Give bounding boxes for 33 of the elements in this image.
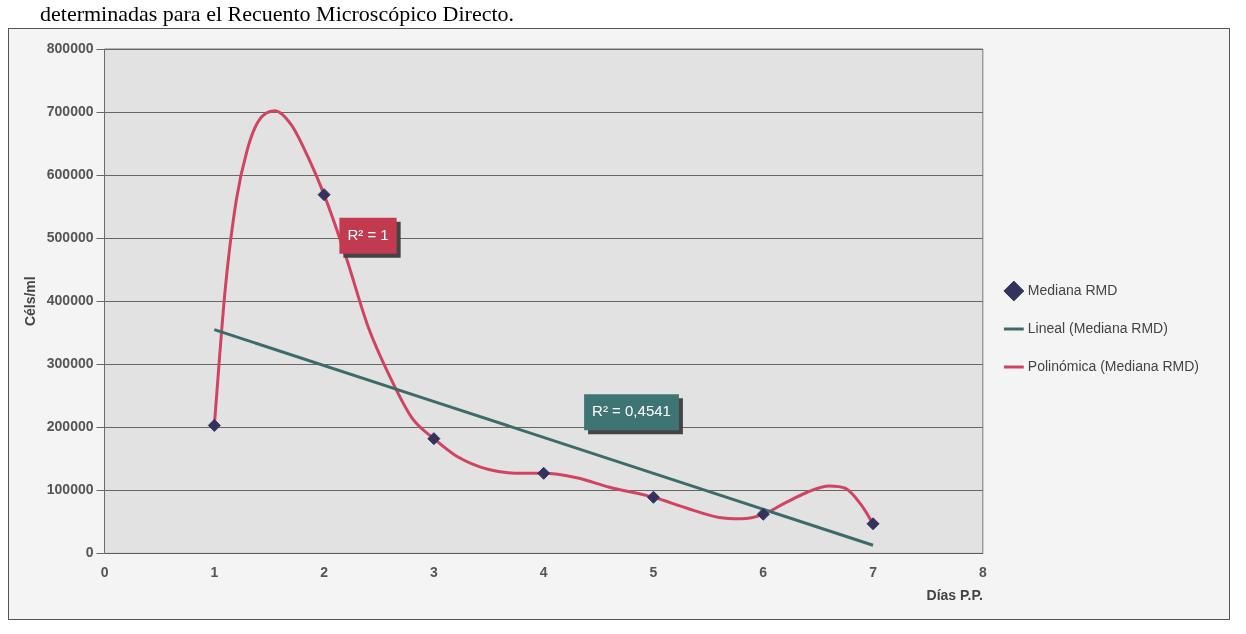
x-tick-label: 8 [978,563,987,580]
legend-label: Mediana RMD [1027,281,1118,298]
point [207,418,221,432]
x-tick-label: 2 [320,563,329,580]
point [317,188,331,202]
point [427,432,441,446]
y-tick-label: 0 [85,544,94,561]
y-tick-label: 600000 [46,165,94,182]
point [756,507,770,521]
text: determinadas para el Recuento Microscópico Directo. [39,0,516,28]
y-tick-label: 200000 [46,418,94,435]
x-tick-label: 1 [210,563,219,580]
annotation: R² = 0,4541 [592,402,671,420]
point [646,490,660,504]
x-tick-label: 0 [100,563,109,580]
x-tick-label: 5 [649,563,658,580]
y-tick-label: 300000 [46,355,94,372]
point [866,517,880,531]
x-axis-title: Días P.P. [926,587,983,604]
y-tick-label: 500000 [46,229,94,246]
y-tick-label: 700000 [46,102,94,119]
legend-label: Lineal (Mediana RMD) [1027,319,1168,336]
legend-label: Polinómica (Mediana RMD) [1027,357,1200,374]
y-tick-label: 100000 [46,481,94,498]
annotation: R² = 1 [347,225,389,243]
x-tick-label: 6 [759,563,768,580]
x-tick-label: 7 [869,563,878,580]
y-tick-label: 800000 [46,39,94,56]
point [537,466,551,480]
x-tick-label: 3 [429,563,438,580]
y-axis-title: Céls/ml [22,276,39,327]
x-tick-label: 4 [539,563,548,580]
y-tick-label: 400000 [46,292,94,309]
